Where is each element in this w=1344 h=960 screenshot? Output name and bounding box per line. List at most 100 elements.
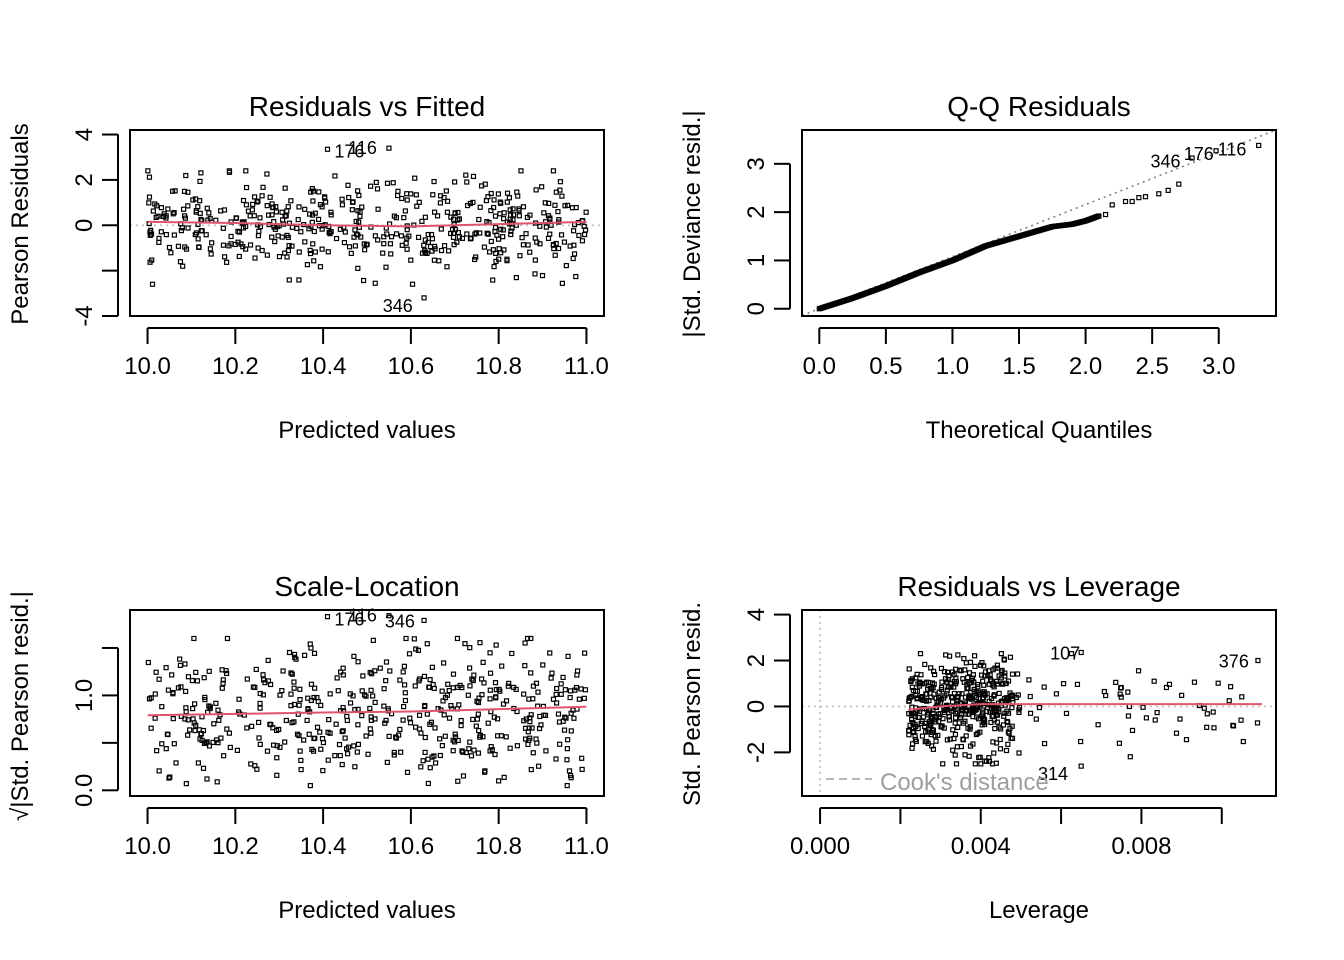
data-point	[312, 735, 318, 741]
data-point	[496, 246, 502, 252]
data-point	[980, 678, 986, 684]
data-point	[413, 192, 419, 198]
data-point	[573, 273, 579, 280]
data-point	[1163, 684, 1170, 691]
data-point	[488, 190, 494, 197]
data-point	[431, 753, 437, 759]
data-point	[1125, 713, 1132, 719]
data-point	[991, 717, 997, 723]
y-tick-label: 2	[743, 654, 770, 667]
data-point	[972, 663, 978, 669]
data-point	[526, 737, 532, 744]
data-point	[942, 676, 949, 682]
data-point	[1125, 689, 1131, 695]
data-point	[484, 230, 490, 236]
data-point	[505, 683, 511, 689]
data-point	[937, 710, 943, 717]
data-point	[518, 168, 524, 174]
data-point	[181, 213, 188, 219]
data-point	[949, 699, 956, 705]
data-point	[1211, 725, 1217, 731]
data-point	[1226, 698, 1232, 704]
data-point	[307, 247, 313, 253]
data-point	[1166, 681, 1173, 687]
data-point	[352, 243, 359, 249]
data-point	[1154, 709, 1160, 716]
data-point	[406, 233, 412, 239]
data-point	[476, 727, 482, 734]
data-point	[950, 747, 956, 753]
data-point	[208, 251, 214, 257]
legend-label: Cook's distance	[880, 769, 1049, 796]
data-point	[177, 656, 183, 662]
data-point	[938, 665, 945, 672]
data-point	[402, 682, 408, 688]
data-point	[185, 225, 191, 231]
data-point	[396, 732, 402, 738]
data-point	[908, 678, 914, 685]
data-point	[1053, 691, 1060, 697]
data-point	[401, 663, 408, 669]
data-point	[925, 729, 931, 735]
y-axis-label: √|Std. Pearson resid.|	[7, 591, 34, 821]
data-point	[564, 746, 570, 752]
plot-frame	[801, 609, 1277, 797]
data-point	[206, 743, 213, 749]
data-point	[297, 697, 303, 703]
data-point	[935, 732, 941, 739]
data-point	[576, 232, 582, 239]
data-point	[342, 229, 348, 235]
data-point	[466, 746, 472, 752]
y-tick-label: 1.0	[71, 679, 98, 712]
data-point	[1095, 722, 1101, 728]
data-point	[368, 687, 374, 693]
data-point	[477, 732, 483, 738]
data-point	[554, 700, 560, 706]
x-tick-label: 10.2	[212, 833, 259, 860]
x-tick-label: 0.0	[803, 353, 836, 380]
data-point	[1041, 740, 1048, 747]
data-point	[918, 720, 924, 727]
data-point	[454, 239, 460, 245]
data-point	[922, 723, 928, 729]
data-point	[185, 674, 192, 680]
data-point	[522, 663, 528, 669]
data-point	[441, 712, 447, 718]
data-point	[201, 675, 207, 681]
data-point	[288, 691, 294, 697]
data-point	[973, 695, 980, 701]
data-point	[282, 185, 288, 191]
data-point	[368, 183, 374, 189]
data-point	[213, 700, 219, 706]
data-point	[906, 732, 912, 738]
data-point	[236, 696, 242, 702]
data-point	[311, 650, 318, 656]
data-point	[1015, 692, 1021, 698]
data-point	[1118, 694, 1124, 700]
data-point	[546, 200, 552, 207]
point-label-107: 107	[1050, 644, 1080, 664]
data-point	[381, 241, 387, 247]
data-point	[243, 184, 250, 191]
data-point	[446, 715, 453, 721]
data-point	[353, 218, 359, 225]
data-point	[257, 705, 263, 711]
data-point	[304, 262, 311, 268]
data-point	[930, 729, 936, 736]
data-point	[171, 209, 177, 216]
data-point	[291, 685, 297, 691]
data-point	[317, 729, 323, 735]
data-point	[165, 731, 171, 738]
y-tick-label: -2	[743, 742, 770, 763]
data-point	[574, 668, 581, 674]
data-point	[948, 694, 955, 700]
data-point	[441, 243, 448, 249]
point-label-116: 116	[348, 606, 377, 626]
data-point	[1006, 730, 1012, 736]
data-point	[372, 716, 378, 722]
data-point	[1254, 720, 1261, 726]
data-point	[515, 193, 521, 199]
data-point	[1201, 705, 1207, 711]
data-point	[268, 721, 274, 728]
data-point	[317, 264, 324, 270]
